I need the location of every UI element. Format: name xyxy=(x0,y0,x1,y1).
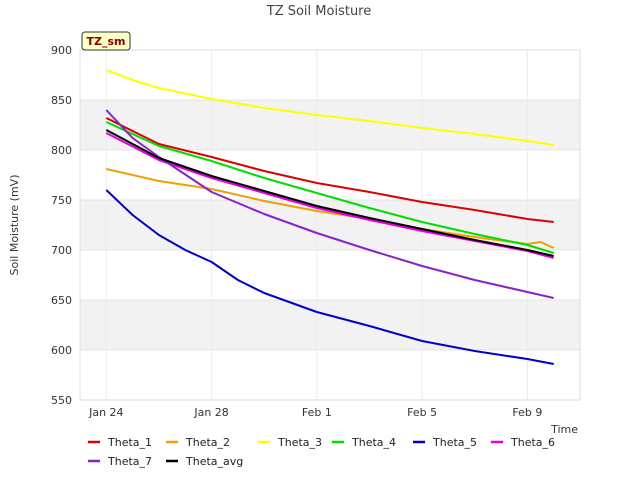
legend: Theta_1 Theta_2 Theta_3 Theta_4 Theta_5 Theta… xyxy=(88,436,555,468)
legend-item: Theta_avg xyxy=(166,455,243,468)
legend-label: Theta_1 xyxy=(107,436,152,449)
legend-label: Theta_2 xyxy=(185,436,230,449)
y-axis-label: Soil Moisture (mV) xyxy=(8,175,21,276)
legend-item: Theta_7 xyxy=(88,455,152,468)
legend-item: Theta_2 xyxy=(166,436,230,449)
series-line-theta-4 xyxy=(105,121,554,254)
series-line-theta-avg xyxy=(105,129,554,257)
legend-item: Theta_6 xyxy=(491,436,555,449)
station-tag-label: TZ_sm xyxy=(87,35,126,48)
y-tick-label: 650 xyxy=(51,294,72,307)
y-tick-label: 700 xyxy=(51,244,72,257)
background-band xyxy=(80,300,580,350)
background-band xyxy=(80,200,580,250)
legend-label: Theta_4 xyxy=(351,436,396,449)
station-tag: TZ_sm xyxy=(81,31,131,51)
x-axis-label: Time xyxy=(550,423,578,436)
x-tick-label: Feb 1 xyxy=(302,406,332,419)
series-line-theta-1 xyxy=(105,117,554,223)
x-tick-label: Feb 9 xyxy=(512,406,542,419)
legend-label: Theta_7 xyxy=(107,455,152,468)
legend-item: Theta_4 xyxy=(332,436,396,449)
series-line-theta-5 xyxy=(105,189,554,365)
plot-frame xyxy=(79,49,581,401)
y-tick-label: 800 xyxy=(51,144,72,157)
y-tick-label: 900 xyxy=(51,44,72,57)
y-tick-label: 600 xyxy=(51,344,72,357)
y-tick-label: 850 xyxy=(51,94,72,107)
legend-label: Theta_6 xyxy=(510,436,555,449)
station-tag-box xyxy=(81,31,131,51)
y-tick-labels: 550 600 650 700 750 800 850 900 xyxy=(51,44,72,407)
chart-title: TZ Soil Moisture xyxy=(266,4,372,19)
legend-label: Theta_avg xyxy=(185,455,243,468)
legend-label: Theta_3 xyxy=(277,436,322,449)
background-band xyxy=(80,100,580,150)
legend-label: Theta_5 xyxy=(432,436,477,449)
series-lines xyxy=(105,69,555,365)
legend-item: Theta_1 xyxy=(88,436,152,449)
y-tick-label: 550 xyxy=(51,394,72,407)
legend-item: Theta_5 xyxy=(413,436,477,449)
x-tick-labels: Jan 24 Jan 28 Feb 1 Feb 5 Feb 9 xyxy=(88,406,542,419)
x-tick-label: Feb 5 xyxy=(407,406,437,419)
series-line-theta-7 xyxy=(105,109,554,299)
legend-item: Theta_3 xyxy=(258,436,322,449)
series-line-theta-3 xyxy=(105,69,554,146)
x-tick-label: Jan 24 xyxy=(88,406,123,419)
y-tick-label: 750 xyxy=(51,194,72,207)
x-tick-label: Jan 28 xyxy=(193,406,228,419)
